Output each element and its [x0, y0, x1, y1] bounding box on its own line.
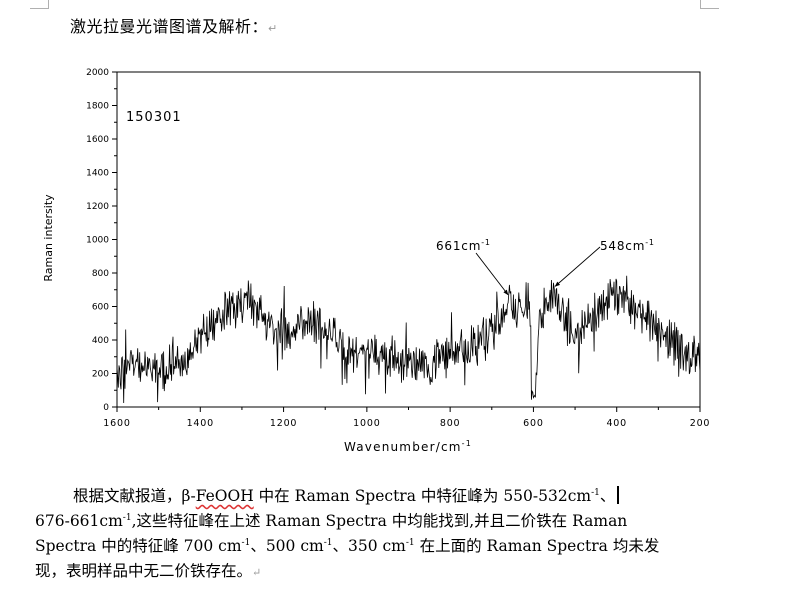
peak-label: 661cm-1: [436, 238, 491, 253]
plot-frame: [116, 71, 701, 408]
y-tick-label: 400: [92, 336, 109, 346]
peak-label: 548cm-1: [600, 238, 655, 253]
x-tick-label: 1000: [353, 418, 380, 429]
x-axis-ticks: 1600 1400 1200 1000 800 600 400 200: [103, 407, 711, 429]
y-tick-label: 1600: [86, 135, 109, 145]
paragraph-line-2: 676-661cm-1,这些特征峰在上述 Raman Spectra 中均能找到…: [35, 512, 628, 530]
paragraph-line-1: 根据文献报道，β-FeOOH 中在 Raman Spectra 中特征峰为 55…: [35, 484, 707, 509]
x-tick-label: 1400: [187, 418, 214, 429]
x-tick-label: 1600: [103, 418, 130, 429]
y-tick-label: 1800: [86, 102, 109, 112]
section-heading: 激光拉曼光谱图谱及解析：↵: [70, 13, 278, 37]
x-axis-label-main: Wavenumber/cm: [344, 440, 462, 454]
y-tick-label: 600: [92, 303, 109, 313]
heading-text: 激光拉曼光谱图谱及解析：: [70, 17, 269, 36]
peak-arrow: [475, 252, 509, 296]
x-axis-label: Wavenumber/cm-1: [344, 439, 472, 454]
x-tick-label: 200: [690, 418, 711, 429]
text-cursor: [617, 486, 620, 504]
y-tick-label: 1000: [86, 236, 109, 246]
x-axis-label-sup: -1: [462, 439, 472, 448]
y-tick-label: 1200: [86, 202, 109, 212]
peak-annotations: 661cm-1 548cm-1: [436, 238, 655, 296]
x-tick-label: 600: [523, 418, 544, 429]
y-tick-label: 800: [92, 269, 109, 279]
spectrum-line: [116, 275, 701, 404]
paragraph-mark: ↵: [268, 22, 278, 35]
paragraph-line-3: Spectra 中的特征峰 700 cm-1、500 cm-1、350 cm-1…: [35, 537, 660, 555]
y-tick-label: 200: [92, 370, 109, 380]
x-tick-label: 800: [440, 418, 461, 429]
peak-arrow: [554, 246, 601, 287]
x-tick-label: 400: [606, 418, 627, 429]
raman-spectrum-chart: 0 200 400 600 800 1000 1200 1400 1600 1800 2000 16…: [42, 68, 711, 454]
sample-label: 150301: [126, 110, 182, 125]
y-tick-label: 2000: [86, 68, 109, 78]
y-axis-label: Raman intersity: [42, 194, 55, 282]
y-tick-label: 1400: [86, 169, 109, 179]
paragraph-line-4: 现，表明样品中无二价铁存在。↵: [35, 562, 262, 580]
y-axis-ticks: 0 200 400 600 800 1000 1200 1400 1600 1800 2000: [86, 68, 117, 413]
y-tick-label: 0: [103, 403, 109, 413]
page-corner-mark-right: [700, 0, 719, 9]
page-corner-mark-left: [30, 0, 49, 9]
x-tick-label: 1200: [270, 418, 297, 429]
paragraph-mark: ↵: [252, 566, 262, 579]
analysis-paragraph: 根据文献报道，β-FeOOH 中在 Raman Spectra 中特征峰为 55…: [35, 484, 707, 585]
spellcheck-word: FeOOH: [195, 487, 254, 505]
